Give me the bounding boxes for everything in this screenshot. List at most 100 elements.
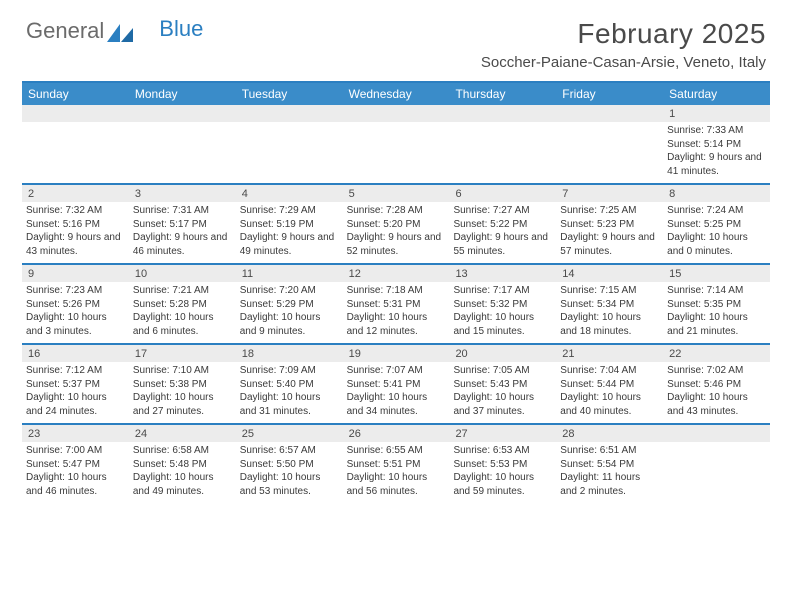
day-cell: 28Sunrise: 6:51 AMSunset: 5:54 PMDayligh… xyxy=(556,425,663,503)
day-number: 13 xyxy=(449,265,556,282)
daylight-text: Daylight: 10 hours and 15 minutes. xyxy=(453,311,552,338)
day-number: 16 xyxy=(22,345,129,362)
day-number: 2 xyxy=(22,185,129,202)
sunrise-text: Sunrise: 6:51 AM xyxy=(560,444,659,458)
day-cell: 14Sunrise: 7:15 AMSunset: 5:34 PMDayligh… xyxy=(556,265,663,343)
week-row: 2Sunrise: 7:32 AMSunset: 5:16 PMDaylight… xyxy=(22,185,770,263)
logo: General Blue xyxy=(26,18,203,44)
day-cell: 10Sunrise: 7:21 AMSunset: 5:28 PMDayligh… xyxy=(129,265,236,343)
week-row: 23Sunrise: 7:00 AMSunset: 5:47 PMDayligh… xyxy=(22,425,770,503)
day-cell: 16Sunrise: 7:12 AMSunset: 5:37 PMDayligh… xyxy=(22,345,129,423)
sunrise-text: Sunrise: 7:18 AM xyxy=(347,284,446,298)
sunrise-text: Sunrise: 7:12 AM xyxy=(26,364,125,378)
sunrise-text: Sunrise: 7:00 AM xyxy=(26,444,125,458)
day-cell: 15Sunrise: 7:14 AMSunset: 5:35 PMDayligh… xyxy=(663,265,770,343)
daylight-text: Daylight: 10 hours and 21 minutes. xyxy=(667,311,766,338)
day-number: 25 xyxy=(236,425,343,442)
logo-text-1: General xyxy=(26,18,104,44)
daylight-text: Daylight: 10 hours and 34 minutes. xyxy=(347,391,446,418)
daylight-text: Daylight: 10 hours and 31 minutes. xyxy=(240,391,339,418)
daylight-text: Daylight: 9 hours and 41 minutes. xyxy=(667,151,766,178)
day-number: 11 xyxy=(236,265,343,282)
sunrise-text: Sunrise: 7:20 AM xyxy=(240,284,339,298)
day-number xyxy=(343,105,450,122)
location: Soccher-Paiane-Casan-Arsie, Veneto, Ital… xyxy=(481,54,766,71)
sunrise-text: Sunrise: 6:57 AM xyxy=(240,444,339,458)
sunset-text: Sunset: 5:32 PM xyxy=(453,298,552,312)
daylight-text: Daylight: 10 hours and 6 minutes. xyxy=(133,311,232,338)
day-cell: 1Sunrise: 7:33 AMSunset: 5:14 PMDaylight… xyxy=(663,105,770,183)
daylight-text: Daylight: 10 hours and 49 minutes. xyxy=(133,471,232,498)
daylight-text: Daylight: 10 hours and 56 minutes. xyxy=(347,471,446,498)
sunrise-text: Sunrise: 7:32 AM xyxy=(26,204,125,218)
daylight-text: Daylight: 10 hours and 18 minutes. xyxy=(560,311,659,338)
sunset-text: Sunset: 5:38 PM xyxy=(133,378,232,392)
dayhead-sat: Saturday xyxy=(663,83,770,105)
sunrise-text: Sunrise: 7:04 AM xyxy=(560,364,659,378)
day-cell: 18Sunrise: 7:09 AMSunset: 5:40 PMDayligh… xyxy=(236,345,343,423)
daylight-text: Daylight: 10 hours and 9 minutes. xyxy=(240,311,339,338)
sunset-text: Sunset: 5:26 PM xyxy=(26,298,125,312)
sunset-text: Sunset: 5:48 PM xyxy=(133,458,232,472)
sunset-text: Sunset: 5:28 PM xyxy=(133,298,232,312)
sunset-text: Sunset: 5:22 PM xyxy=(453,218,552,232)
sunset-text: Sunset: 5:23 PM xyxy=(560,218,659,232)
day-cell xyxy=(449,105,556,183)
day-number: 23 xyxy=(22,425,129,442)
sunset-text: Sunset: 5:19 PM xyxy=(240,218,339,232)
day-number xyxy=(129,105,236,122)
sunrise-text: Sunrise: 7:10 AM xyxy=(133,364,232,378)
header: General Blue February 2025 Soccher-Paian… xyxy=(0,0,792,71)
sunrise-text: Sunrise: 7:07 AM xyxy=(347,364,446,378)
sunset-text: Sunset: 5:29 PM xyxy=(240,298,339,312)
sunrise-text: Sunrise: 6:53 AM xyxy=(453,444,552,458)
day-number xyxy=(22,105,129,122)
daylight-text: Daylight: 10 hours and 12 minutes. xyxy=(347,311,446,338)
dayhead-mon: Monday xyxy=(129,83,236,105)
sunrise-text: Sunrise: 6:55 AM xyxy=(347,444,446,458)
sunset-text: Sunset: 5:14 PM xyxy=(667,138,766,152)
week-row: 16 Sunrise: 7:12 AMSunset: 5:37 PM Dayligh… xyxy=(22,345,770,423)
day-number: 18 xyxy=(236,345,343,362)
sunrise-text: Sunrise: 7:15 AM xyxy=(560,284,659,298)
day-cell xyxy=(663,425,770,503)
day-cell: 7Sunrise: 7:25 AMSunset: 5:23 PMDaylight… xyxy=(556,185,663,263)
day-number: 26 xyxy=(343,425,450,442)
day-cell xyxy=(236,105,343,183)
sunrise-text: Sunrise: 6:58 AM xyxy=(133,444,232,458)
logo-sail-icon xyxy=(107,22,133,40)
day-header-row: Sunday Monday Tuesday Wednesday Thursday… xyxy=(22,83,770,105)
week-row: 9Sunrise: 7:23 AMSunset: 5:26 PMDaylight… xyxy=(22,265,770,343)
daylight-text: Daylight: 9 hours and 43 minutes. xyxy=(26,231,125,258)
sunrise-text: Sunrise: 7:33 AM xyxy=(667,124,766,138)
day-cell: 22Sunrise: 7:02 AMSunset: 5:46 PMDayligh… xyxy=(663,345,770,423)
sunrise-text: Sunrise: 7:17 AM xyxy=(453,284,552,298)
logo-text-2: Blue xyxy=(159,16,203,42)
dayhead-fri: Friday xyxy=(556,83,663,105)
day-cell: 5Sunrise: 7:28 AMSunset: 5:20 PMDaylight… xyxy=(343,185,450,263)
daylight-text: Daylight: 10 hours and 27 minutes. xyxy=(133,391,232,418)
sunrise-text: Sunrise: 7:02 AM xyxy=(667,364,766,378)
daylight-text: Daylight: 11 hours and 2 minutes. xyxy=(560,471,659,498)
sunset-text: Sunset: 5:25 PM xyxy=(667,218,766,232)
day-cell: 11 Sunrise: 7:20 AMSunset: 5:29 PMDayligh… xyxy=(236,265,343,343)
week-row: 1Sunrise: 7:33 AMSunset: 5:14 PMDaylight… xyxy=(22,105,770,183)
day-cell: 9Sunrise: 7:23 AMSunset: 5:26 PMDaylight… xyxy=(22,265,129,343)
sunset-text: Sunset: 5:37 PM xyxy=(26,378,125,392)
sunset-text: Sunset: 5:40 PM xyxy=(240,378,339,392)
day-cell: 12Sunrise: 7:18 AMSunset: 5:31 PMDayligh… xyxy=(343,265,450,343)
day-number: 28 xyxy=(556,425,663,442)
sunrise-text: Sunrise: 7:27 AM xyxy=(453,204,552,218)
day-cell xyxy=(556,105,663,183)
day-cell: 4Sunrise: 7:29 AMSunset: 5:19 PMDaylight… xyxy=(236,185,343,263)
day-number: 15 xyxy=(663,265,770,282)
day-number: 8 xyxy=(663,185,770,202)
day-cell: 8Sunrise: 7:24 AMSunset: 5:25 PMDaylight… xyxy=(663,185,770,263)
daylight-text: Daylight: 10 hours and 37 minutes. xyxy=(453,391,552,418)
daylight-text: Daylight: 10 hours and 0 minutes. xyxy=(667,231,766,258)
day-number: 7 xyxy=(556,185,663,202)
day-number: 5 xyxy=(343,185,450,202)
daylight-text: Daylight: 10 hours and 3 minutes. xyxy=(26,311,125,338)
day-number: 4 xyxy=(236,185,343,202)
daylight-text: Daylight: 9 hours and 49 minutes. xyxy=(240,231,339,258)
